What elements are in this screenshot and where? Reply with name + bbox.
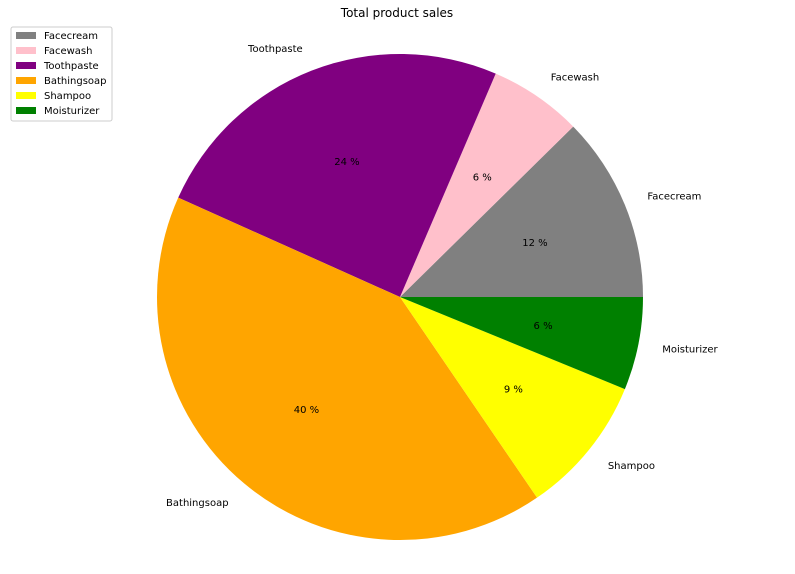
legend-label-facewash: Facewash [44,46,92,57]
legend-label-facecream: Facecream [44,31,98,42]
legend-swatch-facewash [16,47,36,54]
legend-swatch-moisturizer [16,107,36,114]
pct-label-toothpaste: 24 % [334,157,359,168]
pct-label-bathingsoap: 40 % [294,405,319,416]
legend-label-toothpaste: Toothpaste [43,61,99,72]
slice-label-moisturizer: Moisturizer [662,345,718,356]
slice-label-bathingsoap: Bathingsoap [166,498,229,509]
slice-label-facewash: Facewash [551,72,599,83]
pct-label-facewash: 6 % [473,173,492,184]
legend-swatch-facecream [16,32,36,39]
slice-label-shampoo: Shampoo [608,461,655,472]
pct-label-shampoo: 9 % [504,385,523,396]
pct-label-facecream: 12 % [522,238,547,249]
legend-swatch-shampoo [16,92,36,99]
chart-title: Total product sales [340,6,453,20]
legend-label-bathingsoap: Bathingsoap [44,76,107,87]
legend-swatch-bathingsoap [16,77,36,84]
pie-slices [157,54,643,540]
legend: Facecream Facewash Toothpaste Bathingsoap Sh… [11,27,112,121]
legend-swatch-toothpaste [16,62,36,69]
legend-label-shampoo: Shampoo [44,91,91,102]
slice-label-facecream: Facecream [647,192,701,203]
pct-label-moisturizer: 6 % [534,321,553,332]
slice-label-toothpaste: Toothpaste [247,44,303,55]
legend-label-moisturizer: Moisturizer [44,106,100,117]
